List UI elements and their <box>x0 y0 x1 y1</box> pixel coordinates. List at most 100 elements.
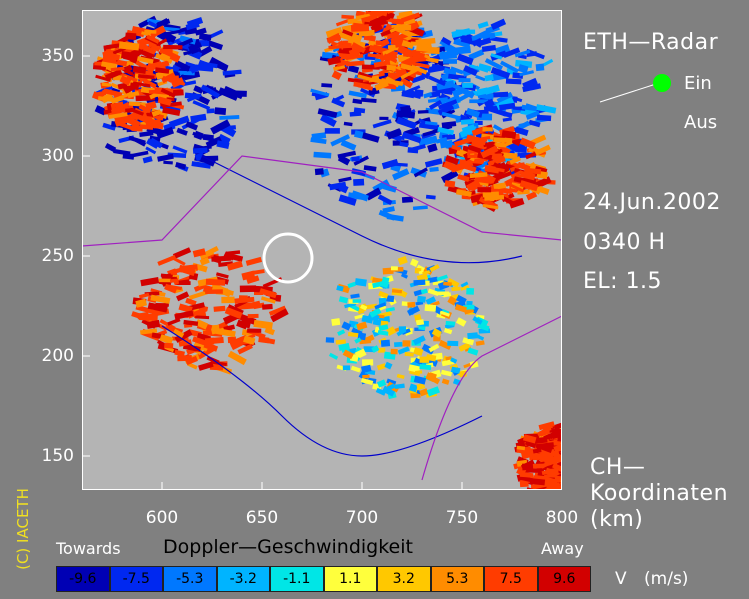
echo-cell <box>338 194 357 206</box>
echo-cell <box>381 385 396 397</box>
echo-cell <box>508 183 525 193</box>
echo-cell <box>234 296 255 304</box>
echo-cell <box>192 336 208 347</box>
echo-cell <box>444 180 456 188</box>
echo-cell <box>451 28 471 38</box>
echo-cell <box>460 118 474 125</box>
echo-cell <box>190 62 208 74</box>
echo-cell <box>194 27 207 36</box>
echo-cell <box>101 61 117 69</box>
echo-cell <box>483 141 496 148</box>
echo-cell <box>347 77 364 84</box>
echo-cell <box>443 59 457 64</box>
echo-cell <box>339 32 354 42</box>
echo-cell <box>147 302 168 313</box>
echo-cell <box>139 313 158 321</box>
echo-cell <box>127 90 140 99</box>
echo-cell <box>178 279 190 285</box>
legend-bin: -9.6 <box>56 566 110 592</box>
echo-cell <box>119 75 132 86</box>
echo-cell <box>451 144 461 151</box>
echo-cell <box>156 126 175 139</box>
echo-cell <box>415 370 423 375</box>
echo-cell <box>147 121 164 130</box>
echo-cell <box>427 288 440 297</box>
echo-cell <box>417 295 426 303</box>
echo-cell <box>359 87 376 98</box>
echo-cell <box>519 180 539 192</box>
echo-cell <box>215 327 236 338</box>
echo-cell <box>475 340 485 346</box>
coords-label-2: Koordinaten <box>590 481 729 506</box>
echo-cell <box>408 364 421 373</box>
echo-cell <box>217 133 231 145</box>
echo-cell <box>401 40 415 50</box>
echo-cell <box>338 176 352 183</box>
echo-cell <box>516 445 526 451</box>
echo-cell <box>178 339 192 347</box>
echo-cell <box>396 116 417 130</box>
echo-cell <box>535 63 545 72</box>
echo-cell <box>224 306 243 319</box>
echo-cell <box>177 38 194 48</box>
echo-cell <box>184 92 200 100</box>
echo-cell <box>144 29 157 34</box>
echo-cell <box>467 332 478 340</box>
echo-cell <box>351 168 367 177</box>
echo-cell <box>325 26 343 39</box>
echo-cell <box>188 42 203 52</box>
echo-cell <box>243 335 256 345</box>
echo-cell <box>350 365 361 373</box>
echo-cell <box>138 292 150 299</box>
echo-cell <box>544 467 557 478</box>
echo-cell <box>509 198 525 209</box>
legend-bin: 9.6 <box>537 566 591 592</box>
echo-cell <box>146 34 160 44</box>
echo-cell <box>259 288 277 299</box>
echo-cell <box>161 26 180 32</box>
echo-cell <box>440 50 451 59</box>
echo-cell <box>414 357 424 366</box>
echo-cell <box>419 364 432 371</box>
legend-towards: Towards <box>56 539 121 558</box>
echo-cell <box>340 139 357 151</box>
echo-cell <box>110 66 125 72</box>
y-tick-label: 350 <box>41 46 74 66</box>
coords-label-3: (km) <box>590 507 644 532</box>
echo-cell <box>425 194 436 200</box>
legend-bin: -1.1 <box>270 566 324 592</box>
echo-cell <box>247 313 259 319</box>
echo-cell <box>130 47 142 59</box>
echo-cell <box>142 155 153 164</box>
echo-cell <box>342 349 354 360</box>
echo-cell <box>331 318 341 326</box>
echo-cell <box>169 278 179 283</box>
echo-cell <box>427 75 446 87</box>
echo-cell <box>246 275 260 284</box>
echo-cell <box>417 41 427 48</box>
echo-cell <box>375 40 386 46</box>
echo-cell <box>400 67 419 80</box>
echo-cell <box>351 156 360 162</box>
y-tick-label: 250 <box>41 246 74 266</box>
echo-cell <box>268 305 287 316</box>
echo-cell <box>540 456 560 469</box>
echo-cell <box>361 364 372 373</box>
echo-cell <box>416 382 426 391</box>
echo-cell <box>416 46 435 53</box>
echo-cell <box>167 317 181 326</box>
echo-cell <box>522 434 537 444</box>
echo-cell <box>493 171 512 182</box>
echo-cell <box>321 83 333 88</box>
echo-cell <box>178 303 193 314</box>
echo-cell <box>500 152 518 160</box>
echo-cell <box>371 345 380 353</box>
echo-cell <box>360 304 368 311</box>
echo-cell <box>372 119 392 129</box>
echo-cell <box>459 159 477 166</box>
echo-cell <box>551 431 562 440</box>
echo-cell <box>418 122 440 131</box>
echo-cell <box>455 317 467 327</box>
echo-cell <box>440 369 453 377</box>
echo-cell <box>386 326 397 336</box>
